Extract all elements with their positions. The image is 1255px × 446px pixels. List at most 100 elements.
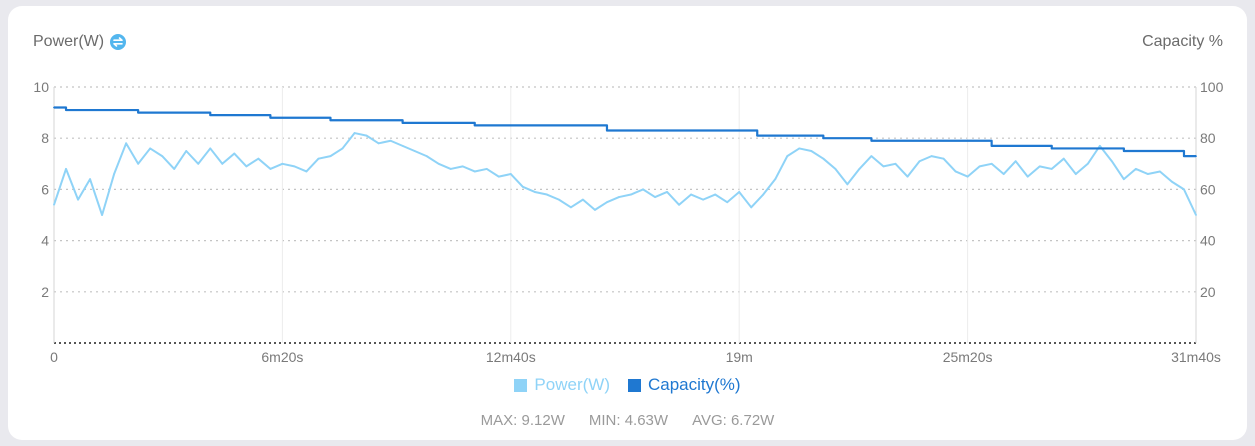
legend: Power(W) Capacity(%) [0, 375, 1255, 395]
power-point [137, 162, 140, 165]
power-point [978, 165, 981, 168]
power-point [786, 155, 789, 158]
power-point [497, 175, 500, 178]
power-point [1074, 173, 1077, 175]
power-point [606, 201, 608, 204]
power-point [317, 157, 320, 160]
power-point [113, 173, 116, 175]
x-tick-label: 31m40s [1171, 349, 1221, 365]
power-point [485, 168, 488, 170]
power-point [642, 188, 644, 191]
power-point [305, 170, 308, 173]
tick-layer: 2 20 4 40 6 60 8 80 10 100 0 6m20s 12m40s 19m 25m20s 31… [33, 79, 1223, 365]
power-point [810, 150, 813, 152]
power-point [209, 147, 212, 150]
power-point [557, 198, 560, 201]
legend-item-power[interactable]: Power(W) [514, 375, 610, 395]
capacity-point [822, 137, 825, 140]
capacity-point [756, 134, 759, 137]
capacity-point [137, 111, 140, 114]
power-point [89, 178, 91, 181]
power-point [822, 157, 825, 160]
y-right-tick-label: 80 [1200, 130, 1216, 146]
power-point [77, 198, 79, 201]
power-axis-title: Power(W) [33, 33, 127, 51]
power-point [1014, 160, 1017, 163]
power-point [858, 168, 861, 170]
power-point [1086, 162, 1089, 165]
power-point [1122, 178, 1125, 181]
power-point [1183, 188, 1185, 191]
capacity-axis-title: Capacity % [1142, 33, 1223, 50]
swap-icon-glyph [113, 37, 123, 47]
power-point [425, 155, 428, 158]
power-point [1171, 180, 1173, 183]
power-point [521, 185, 524, 188]
power-point [173, 168, 176, 170]
capacity-point [1050, 147, 1053, 150]
legend-item-capacity[interactable]: Capacity(%) [627, 375, 741, 395]
power-point [533, 191, 536, 193]
power-point [618, 196, 620, 198]
power-point [53, 203, 55, 206]
power-point [449, 168, 452, 170]
power-point [1195, 214, 1197, 216]
power-point [1098, 144, 1101, 147]
power-point [762, 193, 765, 196]
power-point [341, 147, 344, 150]
power-point [389, 139, 392, 142]
power-point [666, 191, 668, 193]
power-point [293, 165, 296, 168]
power-point [894, 162, 897, 165]
legend-label-power: Power(W) [534, 375, 610, 394]
x-tick-label: 0 [50, 349, 58, 365]
power-point [582, 198, 584, 201]
power-series-line [53, 132, 1197, 216]
power-point [870, 155, 873, 158]
x-tick-label: 19m [726, 349, 753, 365]
capacity-point [1122, 150, 1125, 152]
power-point [570, 206, 572, 209]
stat-max: MAX: 9.12W [480, 412, 565, 429]
power-point [437, 162, 440, 165]
power-point [461, 165, 464, 168]
swap-icon[interactable] [110, 34, 127, 50]
capacity-point [870, 139, 873, 142]
power-point [954, 170, 957, 173]
capacity-point [401, 121, 404, 124]
power-point [594, 208, 596, 211]
power-point [906, 175, 909, 178]
power-point [353, 132, 356, 134]
power-title-label: Power(W) [33, 33, 105, 50]
y-right-tick-label: 100 [1200, 79, 1224, 95]
series-layer [53, 106, 1197, 216]
y-left-tick-label: 4 [41, 233, 49, 249]
power-point [930, 155, 933, 158]
capacity-point [990, 144, 993, 147]
power-point [990, 162, 993, 165]
y-left-tick-label: 2 [41, 284, 49, 300]
legend-swatch-power [514, 378, 528, 392]
power-point [1147, 173, 1149, 175]
power-point [281, 162, 284, 165]
power-point [678, 203, 680, 206]
x-tick-label: 12m40s [486, 349, 536, 365]
x-tick-label: 6m20s [261, 349, 303, 365]
capacity-point [65, 109, 67, 111]
capacity-point [329, 119, 332, 122]
capacity-point [209, 114, 212, 117]
power-point [942, 157, 945, 160]
power-point [365, 134, 368, 137]
power-point [966, 175, 969, 178]
power-point [329, 155, 332, 158]
capacity-point [1195, 155, 1197, 158]
y-left-tick-label: 6 [41, 181, 49, 197]
power-point [1062, 157, 1065, 160]
capacity-point [53, 106, 55, 109]
legend-swatch-capacity [627, 378, 641, 392]
power-point [654, 196, 656, 198]
power-point [750, 206, 753, 209]
power-point [401, 144, 404, 147]
power-point [918, 160, 921, 163]
